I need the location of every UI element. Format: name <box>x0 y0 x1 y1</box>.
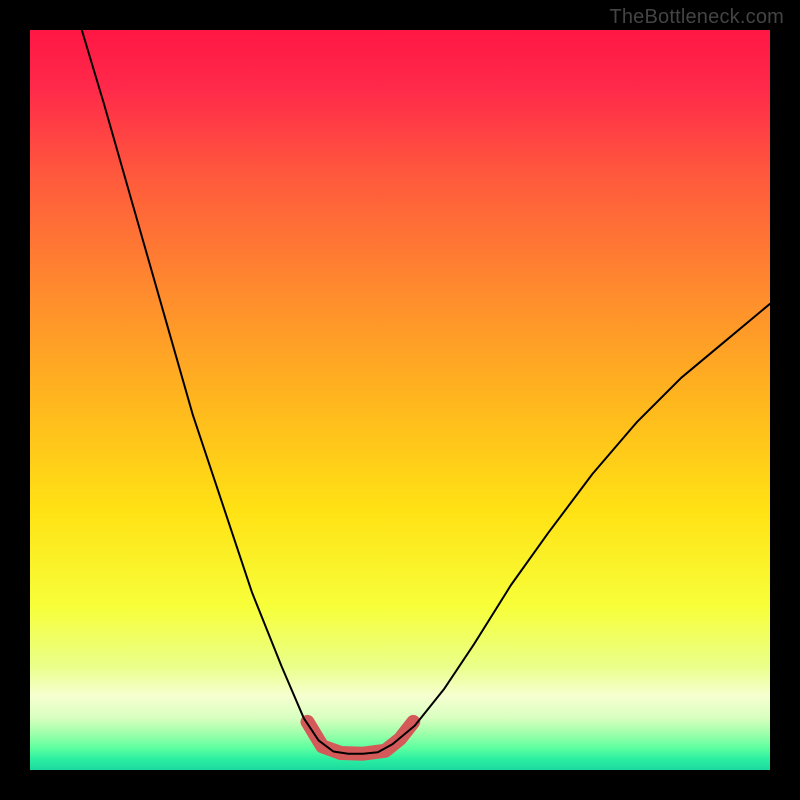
bottleneck-curve-chart <box>30 30 770 770</box>
chart-container <box>30 30 770 770</box>
watermark-text: TheBottleneck.com <box>609 6 784 29</box>
